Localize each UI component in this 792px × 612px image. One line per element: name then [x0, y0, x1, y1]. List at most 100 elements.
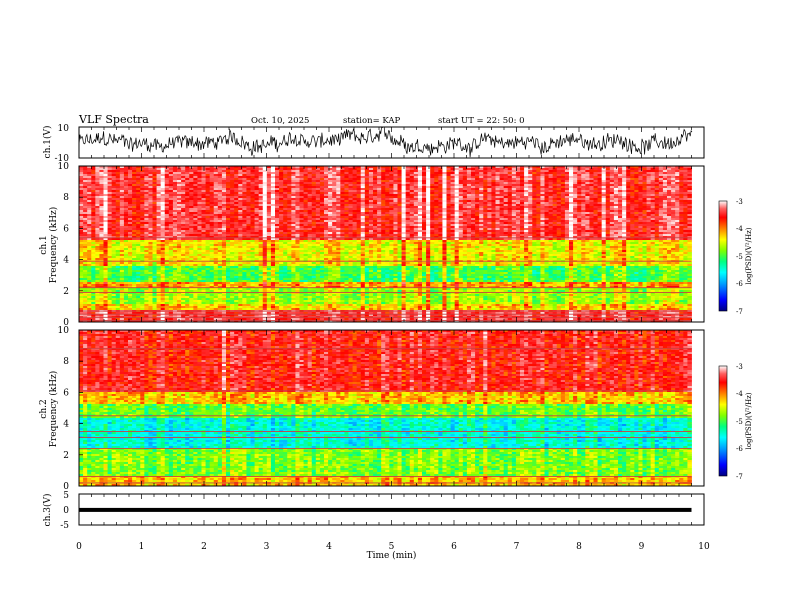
- spectrogram-cell: [626, 188, 631, 191]
- spectrogram-cell: [389, 220, 394, 223]
- spectrogram-cell: [373, 178, 378, 181]
- spectrogram-cell: [197, 210, 202, 213]
- spectrogram-cell: [79, 188, 84, 191]
- spectrogram-cell: [597, 186, 603, 189]
- spectrogram-cell: [189, 194, 194, 197]
- spectrogram-cell: [172, 172, 178, 175]
- spectrogram-cell: [299, 196, 304, 199]
- spectrogram-cell: [520, 208, 525, 211]
- spectrogram-cell: [569, 200, 574, 203]
- spectrogram-cell: [389, 180, 394, 183]
- spectrogram-cell: [364, 180, 370, 183]
- spectrogram-cell: [389, 214, 394, 217]
- spectrogram-cell: [193, 188, 198, 191]
- spectrogram-cell: [687, 208, 692, 211]
- spectrogram-cell: [536, 178, 541, 181]
- spectrogram-cell: [634, 200, 639, 203]
- spectrogram-cell: [626, 186, 631, 189]
- spectrogram-cell: [234, 178, 239, 181]
- spectrogram-cell: [156, 176, 162, 179]
- spectrogram-cell: [560, 202, 566, 205]
- spectrogram-cell: [270, 178, 276, 181]
- spectrogram-cell: [336, 206, 341, 209]
- spectrogram-cell: [654, 176, 660, 179]
- spectrogram-cell: [524, 200, 529, 203]
- spectrogram-cell: [515, 192, 521, 195]
- spectrogram-cell: [593, 176, 598, 179]
- spectrogram-cell: [646, 184, 652, 187]
- spectrogram-cell: [193, 166, 198, 169]
- spectrogram-cell: [483, 194, 488, 197]
- spectrogram-cell: [95, 204, 100, 207]
- spectrogram-cell: [119, 182, 125, 185]
- spectrogram-cell: [352, 208, 358, 211]
- spectrogram-cell: [430, 194, 435, 197]
- spectrogram-cell: [646, 194, 652, 197]
- spectrogram-cell: [291, 200, 296, 203]
- spectrogram-cell: [360, 184, 366, 187]
- spectrogram-cell: [119, 184, 125, 187]
- spectrogram-cell: [336, 180, 341, 183]
- spectrogram-cell: [368, 204, 374, 207]
- spectrogram-cell: [373, 220, 378, 223]
- spectrogram-cell: [311, 186, 317, 189]
- spectrogram-cell: [352, 214, 358, 217]
- spectrogram-cell: [83, 196, 88, 199]
- spectrogram-cell: [160, 222, 166, 225]
- spectrogram-cell: [91, 186, 96, 189]
- spectrogram-cell: [373, 190, 378, 193]
- spectrogram-cell: [315, 192, 321, 195]
- spectrogram-cell: [577, 170, 582, 173]
- spectrogram-cell: [217, 172, 223, 175]
- ch1-ytick-bottom: -10: [55, 154, 70, 164]
- spectrogram-cell: [442, 184, 447, 187]
- spectrogram-cell: [622, 178, 627, 181]
- spectrogram-cell: [160, 180, 166, 183]
- spectrogram-cell: [238, 208, 243, 211]
- spectrogram-cell: [193, 210, 198, 213]
- spectrogram-cell: [471, 170, 476, 173]
- spectrogram-cell: [475, 210, 480, 213]
- spectrogram-cell: [87, 192, 92, 195]
- spectrogram-cell: [197, 172, 202, 175]
- spectrogram-cell: [270, 176, 276, 179]
- spectrogram-cell: [132, 210, 137, 213]
- spectrogram-cell: [536, 190, 541, 193]
- spectrogram-cell: [311, 174, 317, 177]
- spectrogram-cell: [221, 188, 227, 191]
- spectrogram-cell: [217, 180, 223, 183]
- spectrogram-cell: [189, 184, 194, 187]
- spectrogram-cell: [446, 176, 451, 179]
- spectrogram-cell: [152, 202, 157, 205]
- spectrogram-cell: [368, 178, 374, 181]
- spectrogram-cell: [144, 168, 149, 171]
- spectrogram-cell: [581, 174, 586, 177]
- spectrogram-cell: [417, 212, 423, 215]
- spectrogram-cell: [569, 204, 574, 207]
- spectrogram-cell: [589, 196, 594, 199]
- spectrogram-cell: [152, 216, 157, 219]
- spectrogram-cell: [307, 212, 313, 215]
- spectrogram-cell: [434, 222, 439, 225]
- spectrogram-cell: [352, 166, 358, 169]
- spectrogram-cell: [299, 206, 304, 209]
- spectrogram-cell: [368, 176, 374, 179]
- spectrogram-cell: [95, 210, 100, 213]
- spectrogram-cell: [193, 172, 198, 175]
- spectrogram-cell: [622, 174, 627, 177]
- spectrogram-cell: [569, 198, 574, 201]
- spectrogram-cell: [667, 174, 672, 177]
- spectrogram-cell: [585, 192, 590, 195]
- spectrogram-cell: [654, 168, 660, 171]
- spectrogram-cell: [336, 194, 341, 197]
- spectrogram-cell: [368, 182, 374, 185]
- spectrogram-cell: [254, 172, 260, 175]
- spectrogram-cell: [601, 198, 607, 201]
- spectrogram-cell: [381, 184, 386, 187]
- spectrogram-cell: [140, 210, 145, 213]
- spectrogram-cell: [552, 204, 558, 207]
- spectrogram-cell: [377, 188, 382, 191]
- spectrogram-cell: [503, 170, 509, 173]
- spectrogram-cell: [475, 200, 480, 203]
- spectrogram-cell: [250, 184, 255, 187]
